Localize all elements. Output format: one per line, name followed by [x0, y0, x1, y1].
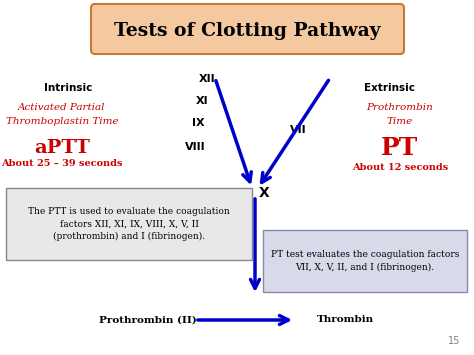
Text: Time: Time	[387, 118, 413, 126]
Text: XI: XI	[196, 96, 208, 106]
Text: Intrinsic: Intrinsic	[44, 83, 92, 93]
Text: XII: XII	[199, 74, 215, 84]
Text: Thrombin: Thrombin	[317, 316, 374, 324]
FancyBboxPatch shape	[6, 188, 252, 260]
Text: VII: VII	[290, 125, 306, 135]
Text: About 25 – 39 seconds: About 25 – 39 seconds	[1, 159, 123, 169]
Text: V: V	[240, 243, 248, 253]
Text: Prothrombin: Prothrombin	[366, 104, 433, 113]
FancyBboxPatch shape	[263, 230, 467, 292]
Text: Activated Partial: Activated Partial	[18, 104, 106, 113]
Text: VIII: VIII	[185, 142, 205, 152]
Text: IX: IX	[191, 118, 204, 128]
Text: PT test evaluates the coagulation factors
VII, X, V, II, and I (fibrinogen).: PT test evaluates the coagulation factor…	[271, 250, 459, 272]
Text: PT: PT	[382, 136, 419, 160]
Text: aPTT: aPTT	[34, 139, 90, 157]
Text: Thromboplastin Time: Thromboplastin Time	[6, 118, 118, 126]
Text: The PTT is used to evaluate the coagulation
factors XII, XI, IX, VIII, X, V, II
: The PTT is used to evaluate the coagulat…	[28, 207, 230, 241]
FancyBboxPatch shape	[91, 4, 404, 54]
Text: Prothrombin (II): Prothrombin (II)	[99, 316, 197, 324]
Text: 15: 15	[447, 336, 460, 346]
Text: Extrinsic: Extrinsic	[365, 83, 416, 93]
Text: X: X	[259, 186, 269, 200]
Text: Tests of Clotting Pathway: Tests of Clotting Pathway	[114, 22, 380, 40]
Text: About 12 seconds: About 12 seconds	[352, 164, 448, 173]
